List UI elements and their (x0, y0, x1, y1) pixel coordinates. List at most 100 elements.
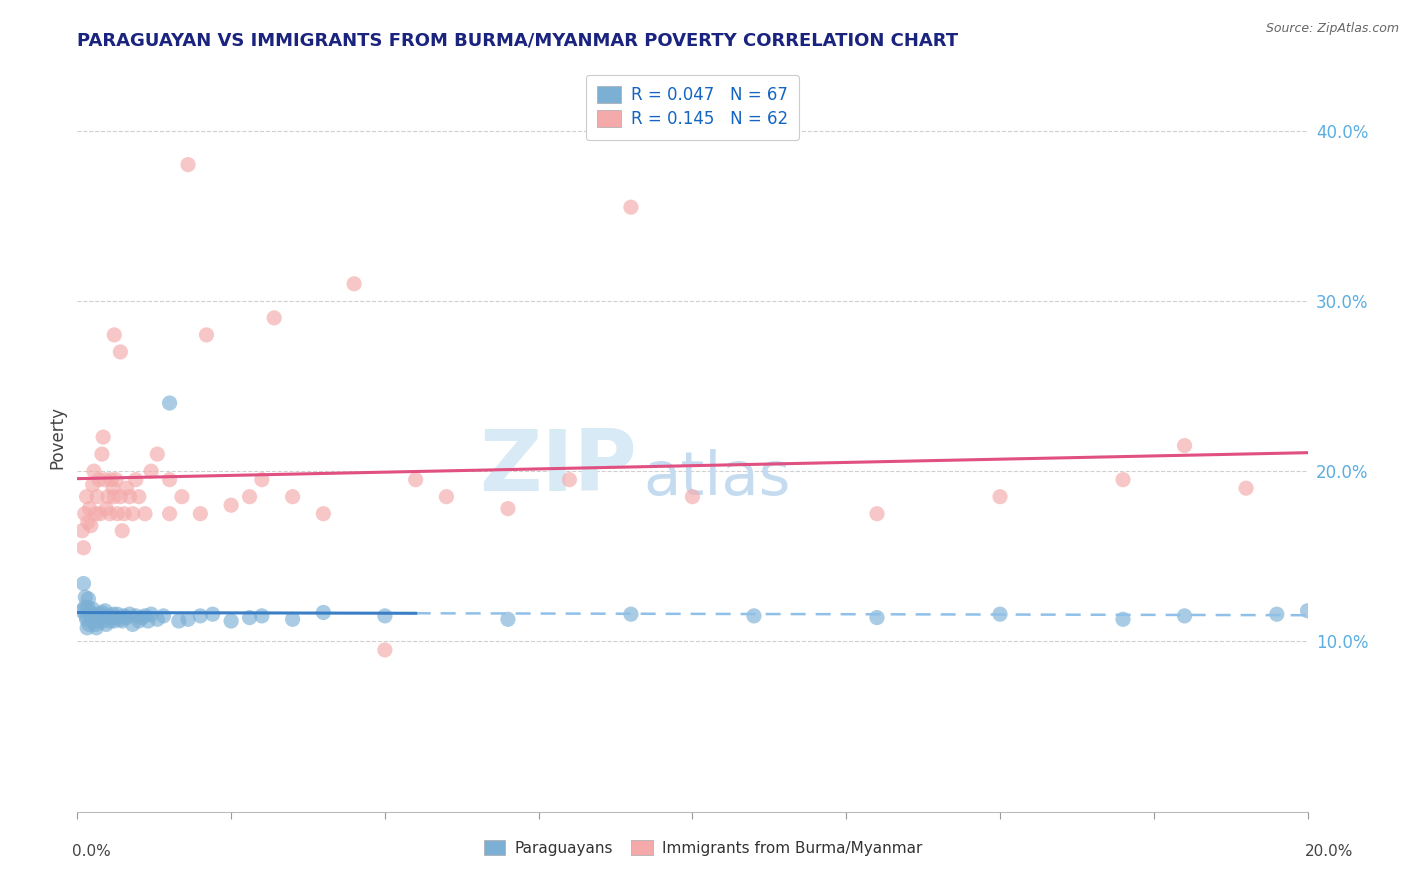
Point (105, 507, 128, 521)
Point (90, 606, 114, 620)
Point (141, 464, 163, 478)
Legend: R = 0.047   N = 67, R = 0.145   N = 62: R = 0.047 N = 67, R = 0.145 N = 62 (585, 75, 800, 140)
Point (134, 608, 156, 623)
Point (152, 608, 174, 623)
Point (239, 490, 262, 504)
Point (97, 490, 120, 504)
Point (866, 610, 889, 624)
Point (496, 501, 519, 516)
Point (112, 608, 135, 623)
Point (73, 600, 96, 615)
Point (76, 490, 98, 504)
Point (87, 473, 110, 487)
Point (405, 473, 427, 487)
Point (436, 490, 458, 504)
Point (1296, 604, 1319, 618)
Y-axis label: Poverty: Poverty (48, 406, 66, 468)
Point (177, 612, 200, 626)
Point (988, 607, 1011, 622)
Point (1112, 612, 1135, 626)
Point (110, 345, 132, 359)
Text: atlas: atlas (644, 449, 790, 508)
Point (83, 464, 105, 478)
Point (90, 607, 112, 622)
Point (79, 606, 101, 620)
Point (98, 507, 121, 521)
Text: ZIP: ZIP (479, 425, 637, 508)
Point (177, 158, 200, 172)
Point (188, 507, 212, 521)
Point (118, 490, 141, 504)
Point (101, 481, 124, 495)
Point (250, 473, 273, 487)
Point (620, 200, 643, 214)
Point (96, 501, 118, 516)
Point (79, 501, 101, 516)
Point (312, 606, 335, 620)
Point (1112, 473, 1135, 487)
Point (374, 643, 396, 657)
Point (496, 612, 519, 626)
Point (86, 621, 108, 635)
Point (84, 617, 107, 632)
Point (111, 614, 134, 628)
Point (121, 617, 143, 632)
Point (250, 608, 273, 623)
Point (159, 473, 181, 487)
Point (125, 473, 148, 487)
Point (105, 610, 128, 624)
Point (89, 612, 111, 626)
Text: 0.0%: 0.0% (72, 845, 111, 859)
Legend: Paraguayans, Immigrants from Burma/Myanmar: Paraguayans, Immigrants from Burma/Myanm… (478, 834, 928, 862)
Point (75, 608, 97, 623)
Point (167, 614, 190, 628)
Point (281, 490, 304, 504)
Point (90, 447, 114, 461)
Point (77, 591, 100, 606)
Point (80, 518, 103, 533)
Point (1174, 439, 1197, 453)
Point (111, 524, 134, 538)
Point (1234, 481, 1257, 495)
Point (94, 473, 117, 487)
Point (134, 507, 156, 521)
Point (94, 604, 117, 618)
Point (86, 490, 108, 504)
Point (77, 617, 100, 632)
Text: 20.0%: 20.0% (1305, 845, 1353, 859)
Point (170, 490, 193, 504)
Point (98, 614, 121, 628)
Point (72, 576, 94, 591)
Point (105, 473, 128, 487)
Point (121, 507, 143, 521)
Point (91, 430, 114, 444)
Point (86, 614, 108, 628)
Point (620, 607, 643, 622)
Point (118, 607, 141, 622)
Point (70, 524, 93, 538)
Point (136, 614, 159, 628)
Point (82, 477, 104, 491)
Point (112, 507, 135, 521)
Point (103, 327, 125, 342)
Point (80, 608, 103, 623)
Point (146, 447, 169, 461)
Point (75, 590, 97, 604)
Point (76, 621, 98, 635)
Point (125, 608, 148, 623)
Point (146, 612, 169, 626)
Point (312, 507, 335, 521)
Text: Source: ZipAtlas.com: Source: ZipAtlas.com (1265, 22, 1399, 36)
Point (115, 610, 138, 624)
Point (110, 490, 132, 504)
Point (1265, 607, 1288, 622)
Point (219, 498, 242, 512)
Point (84, 507, 107, 521)
Point (239, 610, 262, 624)
Point (105, 607, 128, 622)
Point (100, 473, 122, 487)
Point (188, 608, 212, 623)
Point (91, 614, 114, 628)
Point (76, 515, 98, 529)
Point (141, 607, 163, 622)
